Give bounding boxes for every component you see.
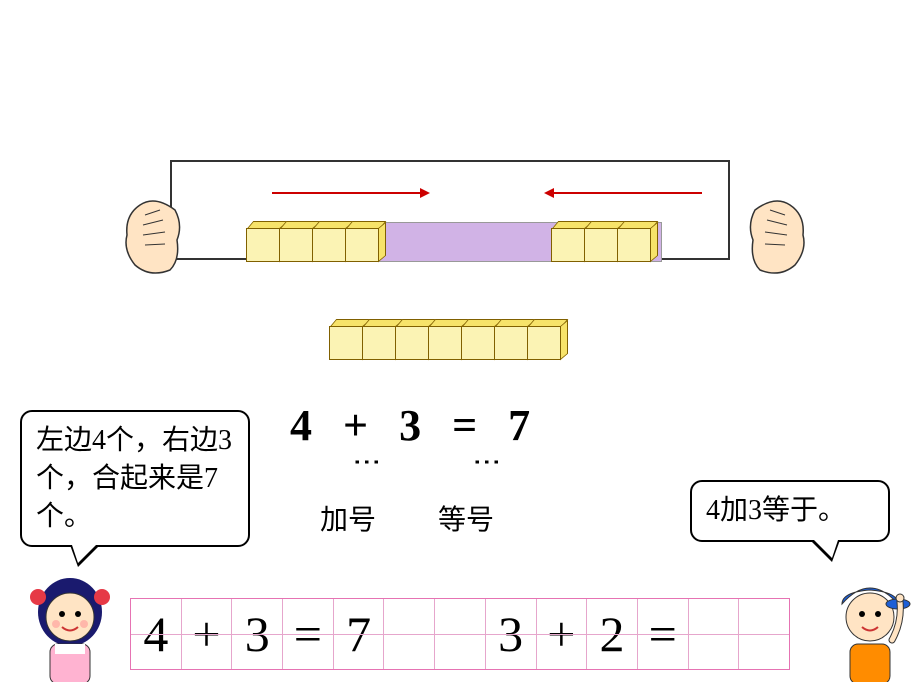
operand-a: 4 (290, 400, 312, 451)
girl-character-icon (20, 562, 120, 682)
cube (312, 222, 346, 256)
boy-character-icon (820, 562, 920, 682)
grid-cell (384, 599, 435, 669)
grid-cell: = (638, 599, 689, 669)
cube (428, 320, 462, 354)
result: 7 (508, 400, 530, 451)
cube (395, 320, 429, 354)
writing-grid: 4+3=73+2= (130, 598, 790, 670)
grid-cell: 4 (131, 599, 182, 669)
plus-sign: + (343, 400, 368, 451)
dots-plus-icon: ⋮ (350, 448, 383, 466)
speech-bubble-left: 左边4个，右边3个，合起来是7个。 (20, 410, 250, 547)
equals-label: 等号 (438, 498, 494, 538)
cube (494, 320, 528, 354)
main-equation: 4 + 3 = 7 (280, 400, 540, 451)
cube (345, 222, 379, 256)
cube-row-right (552, 222, 651, 256)
cube (551, 222, 585, 256)
grid-cell (435, 599, 486, 669)
hand-right-icon (745, 190, 815, 280)
cube (279, 222, 313, 256)
plus-label: 加号 (320, 498, 376, 538)
grid-cell (689, 599, 740, 669)
cube (329, 320, 363, 354)
operand-b: 3 (399, 400, 421, 451)
cube (584, 222, 618, 256)
grid-cell (739, 599, 789, 669)
arrow-left (552, 192, 702, 194)
arrow-right (272, 192, 422, 194)
dots-equals-icon: ⋮ (470, 448, 503, 466)
grid-cell: 3 (486, 599, 537, 669)
cube (246, 222, 280, 256)
cube-row-left (247, 222, 379, 256)
grid-cell: 3 (232, 599, 283, 669)
cube (617, 222, 651, 256)
speech-bubble-right: 4加3等于。 (690, 480, 890, 542)
grid-cell: + (182, 599, 233, 669)
cube (362, 320, 396, 354)
cube (527, 320, 561, 354)
cube-row-bottom (330, 320, 561, 354)
equals-sign: = (452, 400, 477, 451)
grid-cell: = (283, 599, 334, 669)
hand-left-icon (115, 190, 185, 280)
tray (170, 160, 730, 260)
cube-illustration (130, 140, 790, 380)
grid-cell: 2 (587, 599, 638, 669)
grid-cell: 7 (334, 599, 385, 669)
cube (461, 320, 495, 354)
grid-cell: + (537, 599, 588, 669)
